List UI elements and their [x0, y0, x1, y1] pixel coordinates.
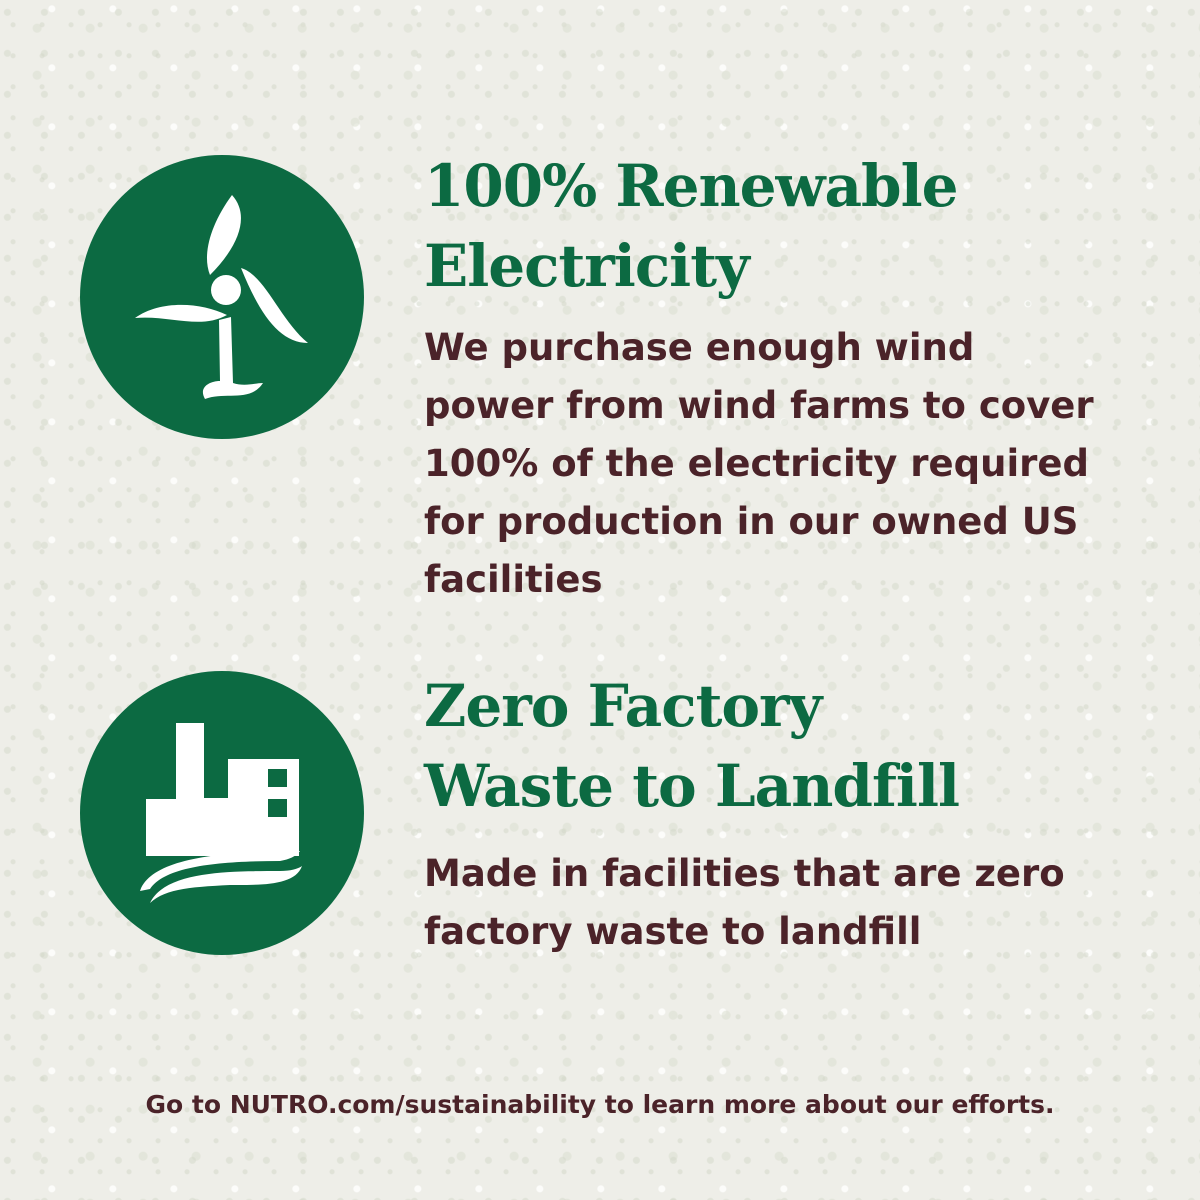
heading-line: Zero Factory [424, 672, 822, 740]
wind-turbine-badge [80, 155, 364, 439]
heading-line: Waste to Landfill [424, 752, 960, 820]
section-heading: Zero Factory Waste to Landfill [424, 666, 960, 826]
heading-line: Electricity [424, 232, 750, 300]
section-heading: 100% Renewable Electricity [424, 146, 959, 306]
section-body: Made in facilities that are zero factory… [424, 852, 1065, 953]
section-body: We purchase enough wind power from wind … [424, 326, 1094, 601]
factory-icon [140, 723, 302, 903]
wind-turbine-icon [135, 195, 308, 399]
footer-note: Go to NUTRO.com/sustainability to learn … [145, 1090, 1055, 1119]
factory-badge [80, 671, 364, 955]
heading-line: 100% Renewable [424, 152, 959, 220]
